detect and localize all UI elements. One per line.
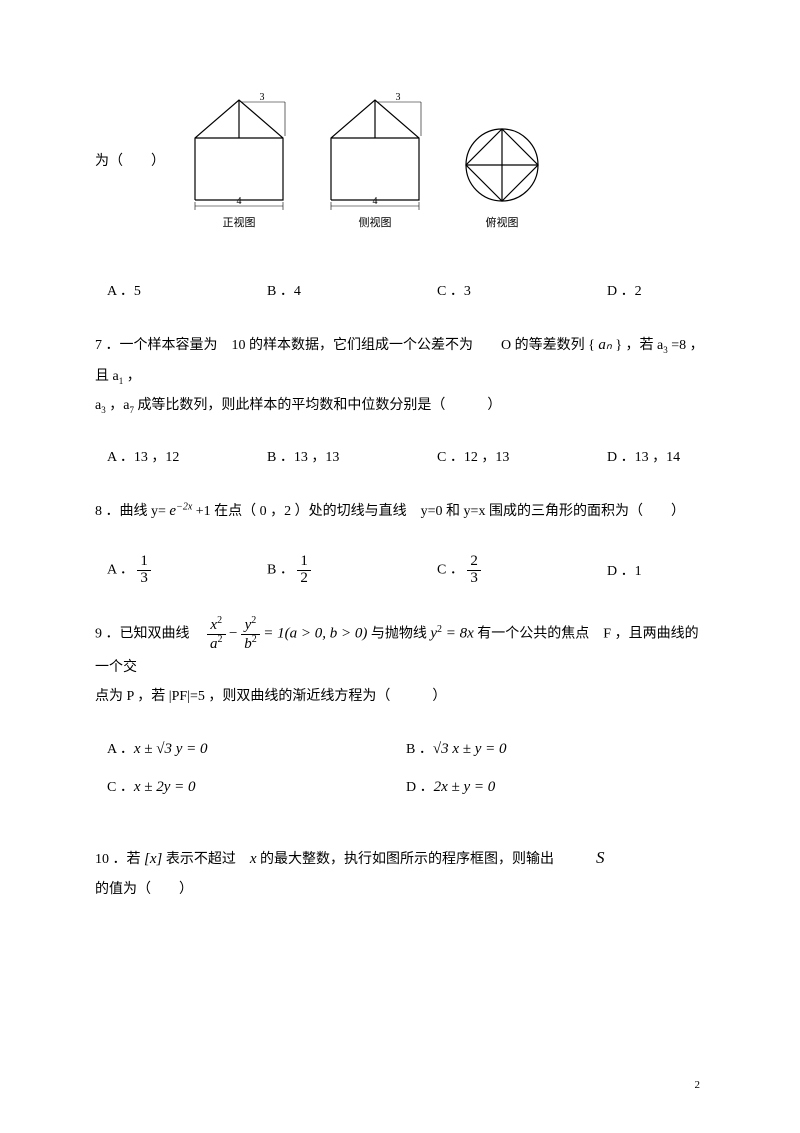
side-view-svg: 4 3	[321, 90, 429, 210]
q8-pre: 8 ．曲线 y=	[95, 504, 169, 519]
dim-4: 4	[237, 196, 242, 207]
q9-frac2: y2b2	[241, 616, 260, 653]
q8-c-den: 3	[467, 571, 481, 587]
q6-opt-c: C ．3	[437, 280, 607, 300]
q6-opt-a: A ．5	[107, 280, 267, 300]
q7-opt-d: D ．13 ，14	[607, 446, 680, 466]
svg-text:3: 3	[396, 92, 401, 103]
side-view-label: 侧视图	[359, 214, 392, 230]
q9-b-eq: √3 x ± y = 0	[433, 741, 507, 757]
q8-a-num: 1	[137, 554, 151, 571]
q10-x: x	[250, 851, 257, 867]
q8-b-den: 2	[297, 571, 311, 587]
q9-opt-c: C ．x ± 2y = 0	[107, 776, 406, 796]
q9-c-eq: x ± 2y = 0	[134, 779, 196, 795]
q10-pre: 10 ．若	[95, 852, 144, 867]
q10: 10 ．若 [x] 表示不超过 x 的最大整数，执行如图所示的程序框图，则输出 …	[95, 840, 705, 905]
top-view-label: 俯视图	[486, 214, 519, 230]
q8-opt-d: D ．1	[607, 560, 642, 580]
three-views: 4 3 正视图	[185, 90, 547, 230]
front-view-svg: 4 3	[185, 90, 293, 210]
q9-eq: = 1(a > 0, b > 0)	[263, 626, 367, 642]
q8-opt-a: A ． 13	[107, 554, 267, 587]
q8-b-num: 1	[297, 554, 311, 571]
q9-a-pre: A ．	[107, 742, 134, 757]
q10-tail: 的值为（ ）	[95, 882, 193, 897]
q9-d-eq: 2x ± y = 0	[434, 779, 496, 795]
q6-opt-d: D ．2	[607, 280, 642, 300]
q9: 9 ．已知双曲线 x2a2 − y2b2 = 1(a > 0, b > 0) 与…	[95, 616, 705, 711]
q7-text-1: 7 ．一个样本容量为 10 的样本数据，它们组成一个公差不为 O 的等差数列 {	[95, 338, 598, 353]
q7-opt-b: B ．13 ，13	[267, 446, 437, 466]
q6-opt-b: B ．4	[267, 280, 437, 300]
q9-d-pre: D ．	[406, 780, 434, 795]
q7-opt-a: A ．13 ，12	[107, 446, 267, 466]
q10-mid2: 的最大整数，执行如图所示的程序框图，则输出	[257, 852, 597, 867]
q9-opt-d: D ．2x ± y = 0	[406, 776, 705, 796]
q7-line2-mid: ，a	[106, 398, 130, 413]
q9-frac1: x2a2	[207, 616, 226, 653]
q9-a-eq: x ± √3 y = 0	[134, 741, 208, 757]
q9-pre: 9 ．已知双曲线	[95, 627, 204, 642]
q6-options: A ．5 B ．4 C ．3 D ．2	[95, 280, 705, 300]
q8-b-label: B ．	[267, 562, 294, 577]
q9-y2r: y	[430, 626, 437, 642]
q8-c-num: 2	[467, 554, 481, 571]
q9-a: a	[210, 636, 218, 652]
q10-S: S	[596, 848, 605, 867]
q8-a-label: A ．	[107, 562, 134, 577]
q8-exp: −2x	[176, 502, 192, 513]
q8-c-label: C ．	[437, 562, 464, 577]
q6-figure-row: 为（ ） 4	[95, 90, 705, 230]
q9-b-pre: B ．	[406, 742, 433, 757]
q9-b: b	[244, 636, 252, 652]
svg-text:4: 4	[373, 196, 378, 207]
q6-label: 为（ ）	[95, 150, 165, 170]
q7: 7 ．一个样本容量为 10 的样本数据，它们组成一个公差不为 O 的等差数列 {…	[95, 330, 705, 420]
q8-opt-c: C ． 23	[437, 554, 607, 587]
q7-line2-tail: 成等比数列，则此样本的平均数和中位数分别是（ ）	[134, 398, 502, 413]
q8: 8 ．曲线 y= e−2x +1 在点（ 0 ，2 ）处的切线与直线 y=0 和…	[95, 496, 705, 528]
q10-bracket: [x]	[144, 851, 162, 867]
q9-opt-b: B ．√3 x ± y = 0	[406, 738, 705, 758]
top-view: 俯视图	[457, 120, 547, 230]
page-number: 2	[695, 1079, 701, 1091]
q8-a-den: 3	[137, 571, 151, 587]
front-view-label: 正视图	[223, 214, 256, 230]
q9-mid2: 与抛物线	[371, 627, 431, 642]
q9-c-pre: C ．	[107, 780, 134, 795]
q7-comma: ，	[123, 369, 141, 384]
q9-opt-a: A ．x ± √3 y = 0	[107, 738, 406, 758]
q7-an: aₙ	[598, 337, 611, 353]
q9-options: A ．x ± √3 y = 0 B ．√3 x ± y = 0 C ．x ± 2…	[95, 738, 705, 814]
front-view: 4 3 正视图	[185, 90, 293, 230]
q7-text-2: } ，若 a	[612, 338, 663, 353]
top-view-svg	[457, 120, 547, 210]
q9-8x: = 8x	[442, 626, 474, 642]
q9-line2: 点为 P ，若 |PF|=5 ，则双曲线的渐近线方程为（ ）	[95, 689, 446, 704]
dim-3: 3	[260, 92, 265, 103]
q7-options: A ．13 ，12 B ．13 ，13 C ．12 ，13 D ．13 ，14	[95, 446, 705, 466]
q8-options: A ． 13 B ． 12 C ． 23 D ．1	[95, 554, 705, 587]
side-view: 4 3 侧视图	[321, 90, 429, 230]
q7-opt-c: C ．12 ，13	[437, 446, 607, 466]
q8-opt-b: B ． 12	[267, 554, 437, 587]
q8-mid: +1 在点（ 0 ，2 ）处的切线与直线 y=0 和 y=x 围成的三角形的面积…	[192, 504, 685, 519]
q10-mid: 表示不超过	[162, 852, 250, 867]
